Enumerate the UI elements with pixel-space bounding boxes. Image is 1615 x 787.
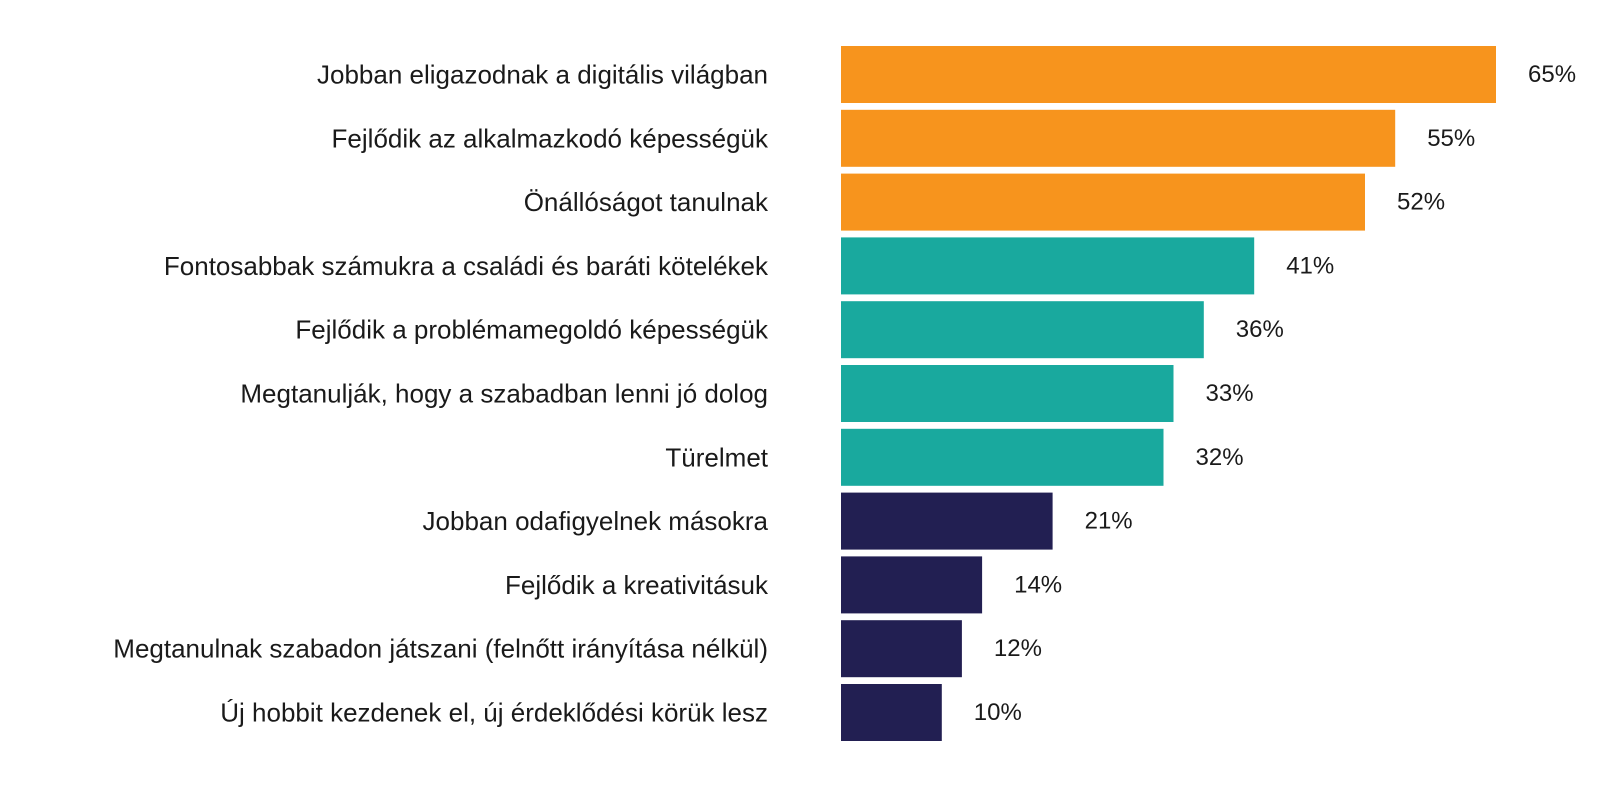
- value-labels-group: 65% 55% 52% 41% 36% 33% 32% 21% 14% 12% 10%: [974, 61, 1576, 726]
- category-label: Megtanulják, hogy a szabadban lenni jó d…: [240, 379, 768, 409]
- value-label: 36%: [1236, 316, 1284, 343]
- category-label: Fejlődik a kreativitásuk: [505, 570, 769, 600]
- value-label: 33%: [1206, 380, 1254, 407]
- category-label: Önállóságot tanulnak: [524, 187, 769, 217]
- category-label: Új hobbit kezdenek el, új érdeklődési kö…: [220, 698, 768, 728]
- bar: [841, 556, 983, 614]
- value-label: 52%: [1397, 189, 1445, 216]
- category-label: Türelmet: [665, 442, 768, 472]
- bar: [841, 620, 962, 678]
- bar: [841, 237, 1255, 295]
- category-label: Fejlődik az alkalmazkodó képességük: [332, 123, 769, 153]
- bar: [841, 365, 1174, 422]
- value-label: 65%: [1528, 61, 1576, 88]
- bar: [841, 428, 1164, 486]
- category-label: Jobban eligazodnak a digitális világban: [317, 60, 768, 90]
- value-label: 12%: [994, 635, 1042, 662]
- category-label: Megtanulnak szabadon játszani (felnőtt i…: [113, 634, 768, 664]
- category-label: Jobban odafigyelnek másokra: [423, 506, 769, 536]
- value-label: 10%: [974, 699, 1022, 726]
- bar: [841, 46, 1496, 103]
- bar: [841, 109, 1396, 167]
- value-label: 41%: [1286, 252, 1334, 279]
- value-label: 32%: [1196, 444, 1244, 471]
- category-label: Fontosabbak számukra a családi és baráti…: [164, 251, 769, 281]
- bar: [841, 173, 1365, 231]
- bar: [841, 684, 942, 741]
- value-label: 55%: [1427, 125, 1475, 152]
- value-label: 14%: [1014, 571, 1062, 598]
- category-labels-group: Jobban eligazodnak a digitális világban F…: [113, 60, 769, 728]
- bar: [841, 301, 1204, 359]
- value-label: 21%: [1085, 508, 1133, 535]
- category-label: Fejlődik a problémamegoldó képességük: [295, 315, 769, 345]
- bars-group: [841, 46, 1496, 741]
- bar: [841, 492, 1053, 550]
